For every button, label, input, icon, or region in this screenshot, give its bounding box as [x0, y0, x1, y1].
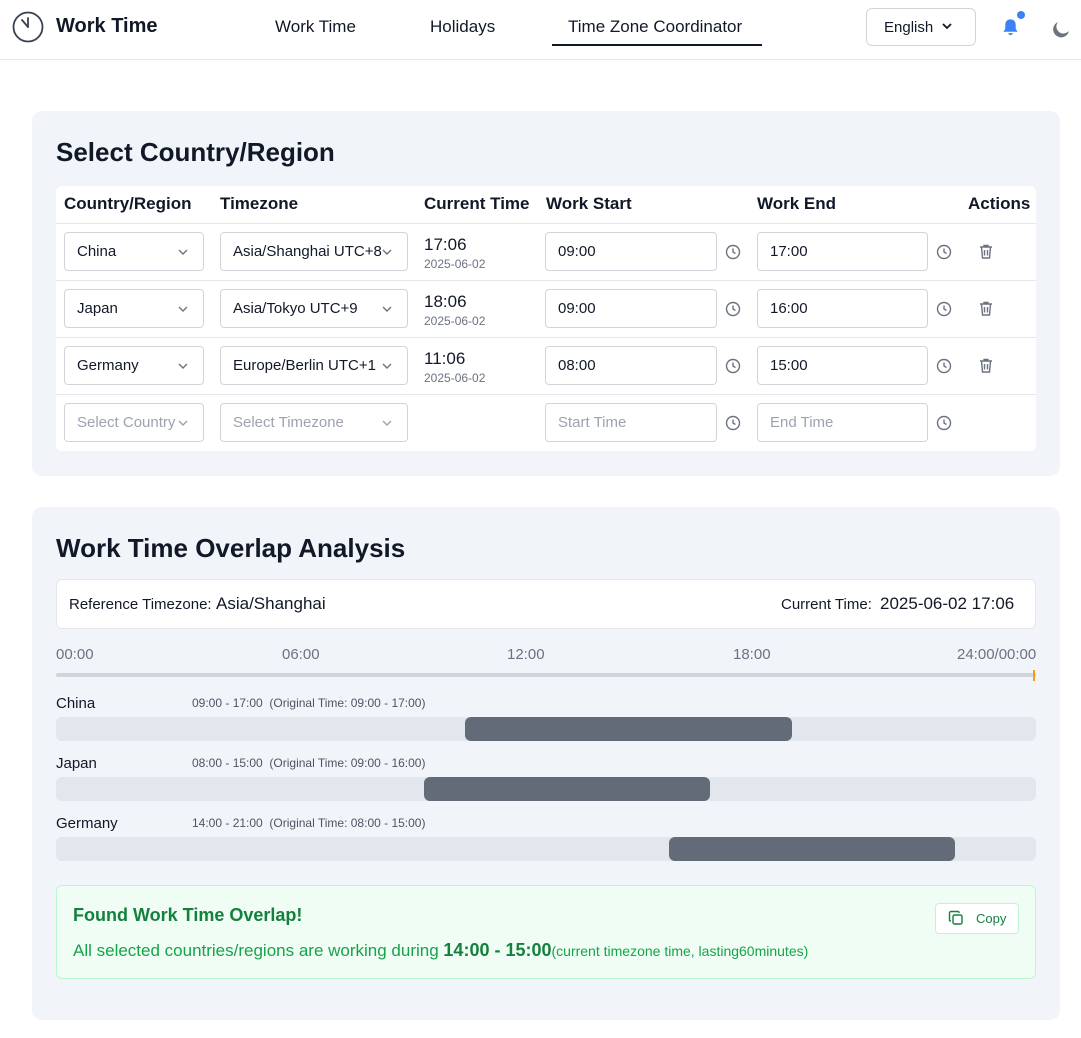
trash-icon[interactable] [978, 357, 994, 374]
timeline-track [56, 717, 1036, 741]
col-actions: Actions [968, 194, 1031, 213]
timezone-select[interactable]: Asia/Shanghai UTC+8 [220, 232, 408, 271]
timeline-country: Japan [56, 755, 97, 772]
clock-icon[interactable] [936, 415, 952, 431]
work-start-input[interactable]: 09:00 [545, 232, 717, 271]
current-time: 17:06 [424, 235, 467, 254]
current-time-value: 2025-06-02 17:06 [880, 594, 1015, 613]
work-start-input[interactable]: 08:00 [545, 346, 717, 385]
current-date: 2025-06-02 [424, 371, 486, 385]
clock-icon[interactable] [936, 244, 952, 260]
top-header [0, 0, 1081, 60]
clock-icon[interactable] [725, 415, 741, 431]
selection-title: Select Country/Region [56, 137, 335, 167]
clock-icon[interactable] [725, 244, 741, 260]
timeline-country: China [56, 695, 96, 712]
app-title: Work Time [56, 15, 158, 37]
timeline-range: 09:00 - 17:00 (Original Time: 09:00 - 17… [192, 696, 426, 710]
copy-button[interactable]: Copy [935, 903, 1019, 934]
result-text: All selected countries/regions are worki… [73, 940, 809, 960]
axis-tick: 00:00 [56, 646, 94, 663]
work-hours-bar [669, 837, 955, 861]
timeline-track [56, 837, 1036, 861]
chevron-down-icon [178, 420, 188, 426]
axis-tick: 24:00/00:00 [957, 646, 1037, 663]
reference-timezone-value: Asia/Shanghai [216, 594, 326, 613]
clock-icon[interactable] [725, 358, 741, 374]
copy-icon [948, 910, 963, 925]
reference-card [56, 579, 1036, 629]
bell-icon[interactable] [1001, 17, 1020, 37]
nav-tab-work-time[interactable]: Work Time [275, 17, 356, 36]
chevron-down-icon [382, 306, 392, 312]
chevron-down-icon [178, 249, 188, 255]
clock-icon[interactable] [725, 301, 741, 317]
col-work-start: Work Start [546, 194, 632, 213]
chevron-down-icon [942, 23, 952, 30]
timeline-range: 14:00 - 21:00 (Original Time: 08:00 - 15… [192, 816, 426, 830]
overlap-window: 14:00 - 15:00 [443, 940, 552, 960]
axis-tick: 18:00 [733, 646, 771, 663]
work-end-input[interactable]: 17:00 [757, 232, 928, 271]
timeline-track [56, 777, 1036, 801]
trash-icon[interactable] [978, 243, 994, 260]
row-divider [56, 280, 1036, 281]
chevron-down-icon [382, 363, 392, 369]
timezone-select[interactable]: Asia/Tokyo UTC+9 [220, 289, 408, 328]
nav-tab-holidays[interactable]: Holidays [430, 17, 496, 36]
work-end-input[interactable]: 16:00 [757, 289, 928, 328]
timeline-axis [56, 673, 1036, 677]
col-timezone: Timezone [220, 194, 299, 213]
notification-dot [1017, 11, 1025, 19]
col-work-end: Work End [757, 194, 837, 213]
current-date: 2025-06-02 [424, 314, 486, 328]
language-select[interactable]: English [866, 8, 976, 46]
overlap-result-box [56, 885, 1036, 979]
current-time: 18:06 [424, 292, 467, 311]
current-time-label: Current Time: [781, 596, 872, 613]
country-select[interactable]: China [64, 232, 204, 271]
row-divider [56, 394, 1036, 395]
nav-tab-time-zone-coordinator[interactable]: Time Zone Coordinator [568, 17, 743, 36]
result-title: Found Work Time Overlap! [73, 905, 303, 925]
analysis-title: Work Time Overlap Analysis [56, 533, 406, 563]
current-time: 11:06 [424, 349, 466, 368]
chevron-down-icon [382, 249, 392, 255]
axis-tick: 12:00 [507, 646, 545, 663]
moon-icon[interactable] [1052, 18, 1072, 38]
chevron-down-icon [178, 363, 188, 369]
clock-logo-icon [12, 11, 44, 43]
current-date: 2025-06-02 [424, 257, 486, 271]
timezone-select-placeholder[interactable]: Select Timezone [220, 403, 408, 442]
start-time-input[interactable]: Start Time [545, 403, 717, 442]
timeline-country: Germany [56, 815, 118, 832]
clock-icon[interactable] [936, 301, 952, 317]
work-hours-bar [424, 777, 710, 801]
work-end-input[interactable]: 15:00 [757, 346, 928, 385]
chevron-down-icon [382, 420, 392, 426]
timeline-range: 08:00 - 15:00 (Original Time: 09:00 - 16… [192, 756, 426, 770]
trash-icon[interactable] [978, 300, 994, 317]
col-country: Country/Region [64, 194, 192, 213]
end-time-input[interactable]: End Time [757, 403, 928, 442]
active-tab-indicator [552, 44, 762, 46]
chevron-down-icon [178, 306, 188, 312]
timezone-select[interactable]: Europe/Berlin UTC+1 [220, 346, 408, 385]
clock-icon[interactable] [936, 358, 952, 374]
reference-timezone-label: Reference Timezone: [69, 596, 212, 613]
col-current-time: Current Time [424, 194, 530, 213]
row-divider [56, 337, 1036, 338]
row-divider [56, 223, 1036, 224]
work-start-input[interactable]: 09:00 [545, 289, 717, 328]
work-hours-bar [465, 717, 792, 741]
current-time-marker [1033, 670, 1035, 681]
axis-tick: 06:00 [282, 646, 320, 663]
